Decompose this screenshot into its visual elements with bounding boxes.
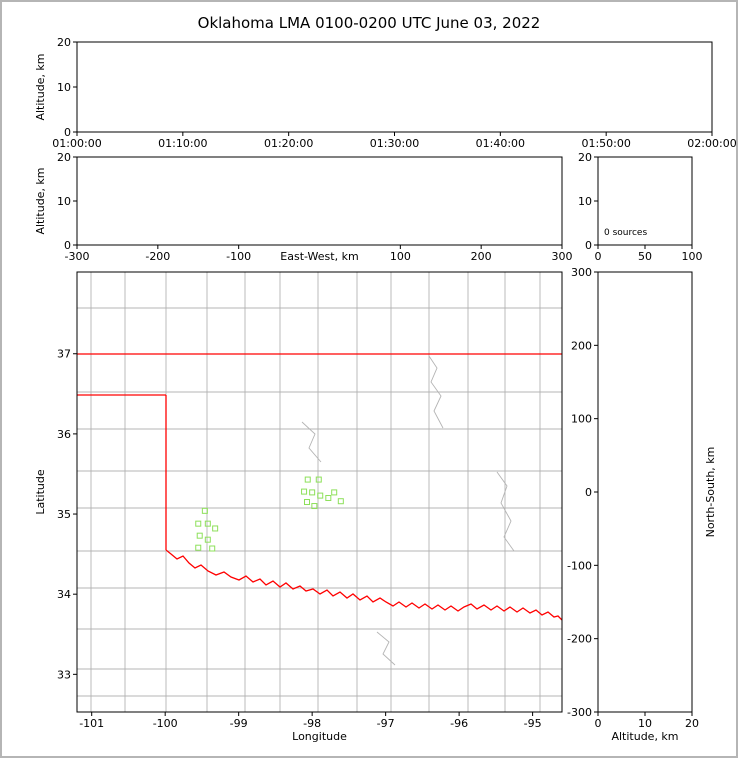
x-tick-label: -96 (450, 717, 468, 730)
county-borders-horizontal (77, 307, 562, 697)
y-tick-label: 10 (57, 195, 71, 208)
lma-source-marker (304, 476, 311, 483)
y-tick-label: 200 (571, 339, 592, 352)
x-tick-label: 100 (390, 250, 411, 263)
x-tick-label: 0 (595, 250, 602, 263)
x-tick-label: 01:10:00 (158, 137, 207, 150)
x-tick-label: -97 (377, 717, 395, 730)
lma-source-marker (309, 489, 316, 496)
x-tick-label: -100 (153, 717, 178, 730)
figure-title: Oklahoma LMA 0100-0200 UTC June 03, 2022 (197, 14, 541, 32)
y-axis-label: North-South, km (704, 447, 717, 538)
x-tick-label: 0 (595, 717, 602, 730)
lma-source-marker (196, 532, 203, 539)
lma-source-marker (209, 545, 216, 552)
y-axis-label: Altitude, km (34, 167, 47, 234)
y-tick-label: 0 (585, 239, 592, 252)
county-borders-vertical (90, 272, 541, 712)
lma-source-marker (195, 520, 202, 527)
x-axis-label: East-West, km (280, 250, 358, 263)
x-tick-label: -300 (65, 250, 90, 263)
histogram-annotation: 0 sources (604, 228, 647, 238)
y-tick-label: 300 (571, 266, 592, 279)
x-tick-label: 01:00:00 (52, 137, 101, 150)
x-tick-label: -200 (145, 250, 170, 263)
y-axis-label: Latitude (34, 469, 47, 515)
x-axis-label: Longitude (292, 730, 347, 743)
x-tick-label: 01:20:00 (264, 137, 313, 150)
time_altitude-frame (76, 41, 713, 133)
x-tick-label: -101 (79, 717, 104, 730)
y-tick-label: 33 (57, 668, 71, 681)
map-frame (76, 271, 563, 713)
northsouth_altitude-frame (597, 271, 693, 713)
y-tick-label: -200 (567, 633, 592, 646)
lma-source-marker (317, 492, 324, 499)
lma-source-marker (331, 489, 338, 496)
y-tick-label: 20 (57, 36, 71, 49)
x-tick-label: -99 (230, 717, 248, 730)
x-tick-label: 50 (638, 250, 652, 263)
eastwest_altitude-frame (76, 156, 563, 246)
y-axis-label: Altitude, km (34, 53, 47, 120)
x-axis-label: Altitude, km (611, 730, 678, 743)
y-tick-label: 10 (578, 195, 592, 208)
lma-source-marker (304, 499, 311, 506)
x-tick-label: 100 (682, 250, 703, 263)
y-tick-label: 0 (64, 126, 71, 139)
y-tick-label: 35 (57, 508, 71, 521)
y-tick-label: 34 (57, 588, 71, 601)
y-tick-label: 0 (585, 486, 592, 499)
river-lines (301, 355, 515, 666)
y-tick-label: 0 (64, 239, 71, 252)
y-tick-label: 10 (57, 81, 71, 94)
y-tick-label: -300 (567, 706, 592, 719)
y-tick-label: 20 (57, 151, 71, 164)
x-tick-label: 20 (685, 717, 699, 730)
x-tick-label: -100 (226, 250, 251, 263)
x-tick-label: 200 (471, 250, 492, 263)
lma-source-marker (195, 544, 202, 551)
x-tick-label: 300 (552, 250, 573, 263)
x-tick-label: 01:50:00 (581, 137, 630, 150)
lma-source-marker (315, 476, 322, 483)
lma-source-marker (201, 507, 208, 514)
lma-source-marker (204, 520, 211, 527)
lma-source-marker (337, 498, 344, 505)
x-tick-label: -98 (303, 717, 321, 730)
lma-source-marker (204, 536, 211, 543)
state-boundary (77, 353, 562, 621)
lma-source-marker (311, 503, 318, 510)
lma-source-marker (301, 488, 308, 495)
y-tick-label: 100 (571, 413, 592, 426)
y-tick-label: 37 (57, 348, 71, 361)
y-tick-label: -100 (567, 559, 592, 572)
lma-source-marker (212, 525, 219, 532)
y-tick-label: 36 (57, 428, 71, 441)
x-tick-label: 10 (638, 717, 652, 730)
x-tick-label: 01:40:00 (476, 137, 525, 150)
y-tick-label: 20 (578, 151, 592, 164)
x-tick-label: 02:00:00 (687, 137, 736, 150)
map-panel-content (77, 272, 562, 712)
x-tick-label: 01:30:00 (370, 137, 419, 150)
lma-source-marker (325, 495, 332, 502)
x-tick-label: -95 (524, 717, 542, 730)
